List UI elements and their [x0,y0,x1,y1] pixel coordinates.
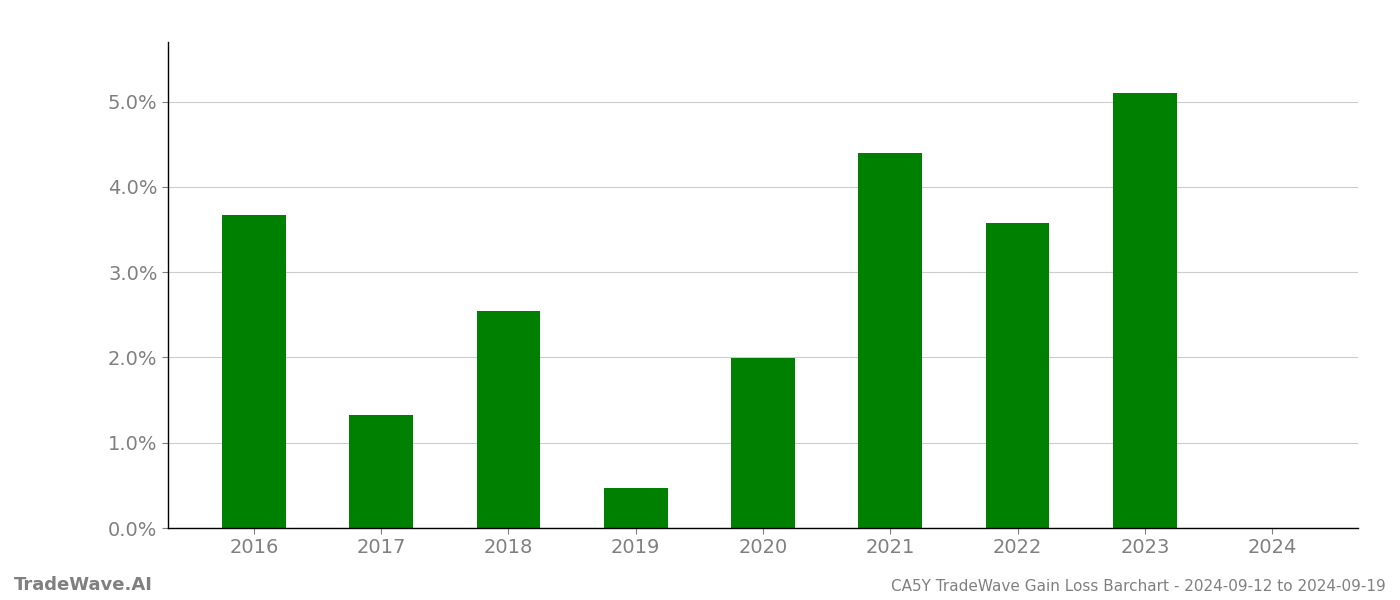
Bar [858,153,923,528]
Bar [1113,93,1176,528]
Bar [223,215,286,528]
Text: CA5Y TradeWave Gain Loss Barchart - 2024-09-12 to 2024-09-19: CA5Y TradeWave Gain Loss Barchart - 2024… [892,579,1386,594]
Bar [603,488,668,528]
Bar [986,223,1050,528]
Bar [350,415,413,528]
Bar [476,311,540,528]
Bar [731,358,795,528]
Text: TradeWave.AI: TradeWave.AI [14,576,153,594]
